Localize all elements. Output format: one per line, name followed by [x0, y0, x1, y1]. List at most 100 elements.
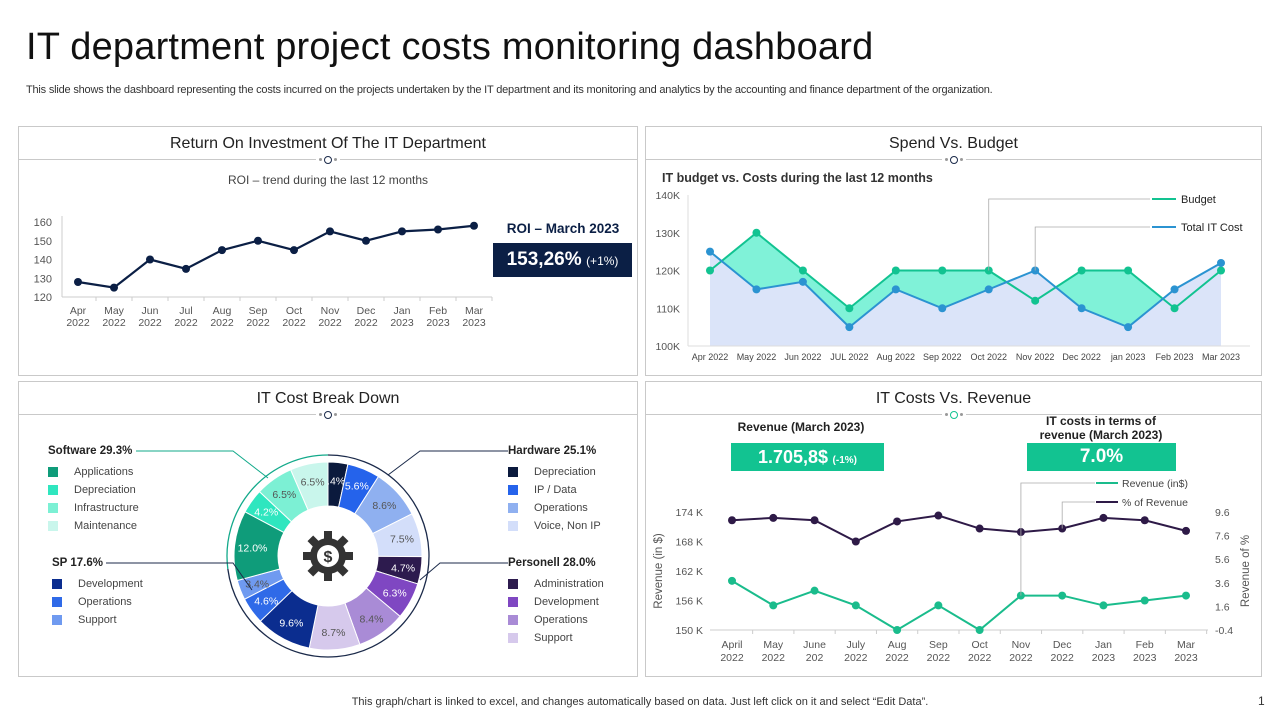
roi-data-point	[182, 264, 190, 273]
x-tick-label: jan 2023	[1110, 352, 1146, 362]
x-tick-label: June	[803, 639, 826, 651]
roi-data-point	[470, 221, 478, 230]
y2-axis-title: Revenue of %	[1240, 535, 1252, 607]
revenue-panel-header: IT Costs Vs. Revenue	[646, 382, 1261, 419]
legend-leader-line	[387, 450, 508, 476]
legend-swatch	[48, 467, 58, 477]
x-tick-label: 2023	[1092, 652, 1116, 664]
y-tick-label: 140K	[655, 190, 680, 202]
gear-tooth	[344, 552, 353, 560]
ornament-icon	[941, 155, 966, 164]
x-tick-label: May	[763, 639, 784, 651]
page-number: 1	[1258, 694, 1265, 708]
x-tick-label: 2022	[246, 317, 270, 329]
cost-data-point	[938, 304, 947, 313]
x-tick-label: Oct	[286, 305, 302, 317]
roi-kpi-label: ROI – March 2023	[506, 221, 620, 236]
x-tick-label: 2022	[210, 317, 234, 329]
legend-label: IP / Data	[534, 484, 577, 496]
x-tick-label: Dec 2022	[1062, 352, 1101, 362]
revenue-data-point	[728, 576, 736, 585]
legend-item: Applications	[48, 463, 139, 481]
y-tick-label: 150 K	[676, 625, 703, 637]
legend-swatch	[48, 521, 58, 531]
roi-data-point	[398, 227, 406, 236]
revenue-data-point	[934, 601, 943, 610]
y-tick-label: 168 K	[676, 537, 703, 549]
gear-inner	[317, 545, 339, 567]
x-tick-label: Apr	[70, 305, 87, 317]
x-tick-label: May 2022	[737, 352, 777, 362]
x-tick-label: Feb	[429, 305, 447, 317]
revenue-data-point	[1140, 596, 1149, 605]
footer-note: This graph/chart is linked to excel, and…	[351, 696, 929, 708]
y-axis-title: Revenue (in $)	[653, 533, 665, 609]
budget-data-point	[1031, 296, 1040, 305]
roi-panel-header: Return On Investment Of The IT Departmen…	[19, 127, 637, 164]
gear-tooth	[324, 531, 332, 540]
legend-label: Applications	[74, 466, 134, 478]
x-tick-label: 2022	[174, 317, 198, 329]
x-tick-label: Dec	[1053, 639, 1072, 651]
donut-data-label: 8.4%	[360, 613, 384, 625]
x-tick-label: Sep	[929, 639, 948, 651]
x-tick-label: 2022	[138, 317, 162, 329]
pct-revenue-data-point	[728, 516, 736, 525]
donut-data-label: 4.6%	[254, 595, 278, 607]
legend-item: Development	[52, 575, 143, 593]
cost-data-point	[752, 285, 761, 294]
roi-panel-title: Return On Investment Of The IT Departmen…	[170, 135, 486, 152]
x-tick-label: Oct	[971, 639, 987, 651]
x-tick-label: Nov	[1012, 639, 1031, 651]
revenue-panel: IT Costs Vs. Revenue Revenue (March 2023…	[645, 381, 1262, 677]
x-tick-label: Mar 2023	[1202, 352, 1240, 362]
legend-item: Support	[52, 611, 143, 629]
budget-data-point	[1077, 266, 1086, 275]
x-tick-label: Oct 2022	[970, 352, 1007, 362]
roi-series-line	[77, 224, 475, 289]
y-tick-label: 156 K	[676, 596, 703, 608]
donut-data-label: 4.2%	[254, 507, 278, 519]
legend-group-title: Software 29.3%	[48, 445, 133, 457]
x-tick-label: 2022	[968, 652, 992, 664]
revenue-kpi-label: Revenue (March 2023)	[737, 420, 865, 434]
x-tick-label: 202	[806, 652, 824, 664]
y-tick-label: 100K	[655, 341, 680, 353]
legend-item: Administration	[508, 575, 604, 593]
cost-data-point	[1077, 304, 1086, 313]
dollar-sign: $	[324, 549, 333, 566]
roi-data-point	[362, 236, 370, 245]
x-tick-label: May	[104, 305, 125, 317]
donut-data-label: 4.7%	[391, 563, 415, 575]
legend-item: Operations	[508, 611, 604, 629]
x-tick-label: 2023	[1133, 652, 1157, 664]
roi-kpi-change: (+1%)	[586, 254, 619, 268]
pct-revenue-data-point	[1099, 513, 1108, 522]
revenue-data-point	[893, 626, 902, 634]
legend-item: Operations	[52, 593, 143, 611]
legend-label: Support	[534, 632, 573, 644]
legend-label: Operations	[534, 502, 588, 514]
roi-data-point	[326, 227, 334, 236]
x-tick-label: Jul	[179, 305, 192, 317]
revenue-data-point	[1099, 601, 1108, 610]
x-tick-label: July	[846, 639, 865, 651]
roi-data-point	[218, 246, 226, 255]
outer-ring-software	[226, 454, 329, 570]
ornament-icon	[316, 155, 340, 164]
legend-label: Development	[534, 596, 599, 608]
y-tick-label: 120	[34, 292, 52, 304]
y-tick-label: 160	[34, 217, 52, 229]
legend-leader-line	[988, 198, 1150, 271]
donut-data-label: 9.6%	[279, 618, 303, 630]
donut-data-label: 5.6%	[345, 481, 369, 493]
revenue-data-point	[851, 601, 860, 610]
donut-slice	[290, 461, 329, 511]
legend-leader-line	[1061, 501, 1095, 529]
legend-leader-line	[106, 562, 253, 591]
x-tick-label: Jun	[142, 305, 159, 317]
cost-data-point	[984, 285, 993, 294]
revenue-panel-title: IT Costs Vs. Revenue	[875, 390, 1032, 407]
legend-item: IP / Data	[508, 481, 601, 499]
y-tick-label: 162 K	[676, 566, 703, 578]
